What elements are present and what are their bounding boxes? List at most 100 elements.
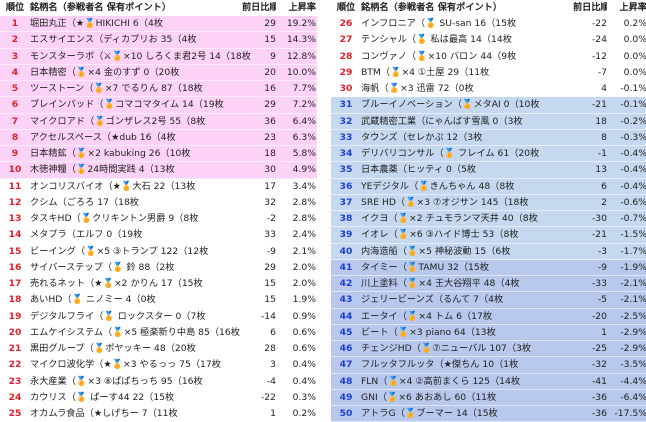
table-row: 11 オンコリスバイオ（★🏅大石 22（13枚 17 3.4%: [0, 178, 317, 195]
stock-name-cell: クシム（ごろろ 17（18枚: [30, 196, 139, 208]
rise-rate-cell: 0.0%: [623, 50, 646, 62]
stock-name-cell: SRE HD（🏅×3 ⑦オジサン 145（18枚: [361, 196, 529, 208]
rise-rate-cell: -0.4%: [620, 148, 646, 159]
table-row: 18 あいHD（🏅 ニノミー 4（0枚 15 1.9%: [0, 292, 317, 309]
stock-name-cell: マイクロアド（🏅ゴンザレス2号 55（8枚: [30, 115, 206, 127]
prev-rank-cell: 4: [601, 83, 607, 94]
rank-cell: 13: [8, 213, 22, 224]
rank-cell: 9: [11, 148, 19, 159]
rise-rate-cell: 0.6%: [292, 326, 316, 338]
stock-name-cell: メタプラ（エルフ 0（19枚: [30, 229, 143, 241]
header-prev: 前日比順位: [242, 2, 276, 13]
stock-name-cell: 川上塗料（🏅×4 王大谷翔平 48（4枚: [361, 278, 520, 289]
prev-rank-cell: -36: [591, 391, 607, 403]
rise-rate-cell: -1.9%: [620, 261, 646, 273]
stock-name-cell: ツーストーン（🏅×7 でるりん 87（18枚: [30, 83, 203, 94]
rank-cell: 37: [339, 196, 353, 208]
rank-cell: 4: [11, 66, 19, 78]
prev-rank-cell: -33: [591, 278, 607, 289]
table-row: 16 サイバーステップ（🏅 鈴 88（2枚 29 2.0%: [0, 259, 317, 276]
rank-cell: 43: [339, 294, 353, 306]
rise-rate-cell: -0.1%: [620, 99, 646, 111]
prev-rank-cell: 15: [264, 294, 276, 306]
stock-name-cell: あいHD（🏅 ニノミー 4（0枚: [30, 294, 156, 306]
stock-name-cell: 永大産業（🏅×3 ⑧ぱぱちっち 95（16枚: [30, 375, 203, 387]
stock-name-cell: BTM（🏅×4 ①土屋 29（11枚: [361, 66, 490, 78]
table-row: 45 ビート（🏅×3 piano 64（13枚 1 -2.9%: [331, 324, 646, 341]
rise-rate-cell: 0.3%: [292, 391, 316, 403]
rise-rate-cell: 0.2%: [623, 18, 646, 29]
stock-name-cell: インフロニア（🏅 SU-san 16（15枚: [361, 18, 517, 29]
stock-name-cell: 内海造船（🏅×5 神秘波動 15（6枚: [361, 245, 511, 257]
rise-rate-cell: -3.5%: [620, 359, 646, 371]
prev-rank-cell: -30: [591, 213, 607, 224]
prev-rank-cell: -9: [597, 261, 607, 273]
rows-left: 1 堀田丸正（★🏅HIKICHI 6（4枚 29 19.2% 2 エスサイエンス（ディカプ…: [0, 16, 317, 422]
table-row: 24 カウリス（🏅 ぱーす44 22（15枚 -22 0.3%: [0, 389, 317, 406]
table-row: 10 木徳神糧（🏅24時間実践 4（13枚 30 4.9%: [0, 162, 317, 179]
prev-rank-cell: -21: [591, 99, 607, 111]
prev-rank-cell: 30: [264, 164, 276, 176]
stock-name-cell: モンスターラボ（⚔🏅×10 しろくま君2号 14（18枚: [30, 50, 251, 62]
prev-rank-cell: -1: [597, 148, 607, 159]
rise-rate-cell: -2.9%: [620, 326, 646, 338]
rank-cell: 41: [339, 261, 353, 273]
stock-name-cell: テンシャル（🏅 私は最高 14（14枚: [361, 34, 512, 46]
rank-cell: 20: [8, 326, 22, 338]
rank-cell: 24: [8, 391, 22, 403]
prev-rank-cell: 3: [270, 359, 276, 371]
stock-name-cell: マイクロ波化学（★🏅×3 やるっっ 75（17枚: [30, 359, 221, 371]
table-row: 29 BTM（🏅×4 ①土屋 29（11枚 -7 0.0%: [331, 64, 646, 81]
stock-name-cell: 木徳神糧（🏅24時間実践 4（13枚: [30, 164, 175, 176]
table-row: 49 GNI（🏅×6 あおあし 60（11枚 -36 -6.4%: [331, 389, 646, 406]
prev-rank-cell: -41: [591, 375, 607, 387]
table-row: 19 デジタルフライ（🏅 ロックスター 0（7枚 -14 0.9%: [0, 308, 317, 325]
prev-rank-cell: 17: [264, 180, 276, 192]
prev-rank-cell: -7: [597, 66, 607, 78]
stock-name-cell: サイバーステップ（🏅 鈴 88（2枚: [30, 261, 175, 273]
rank-cell: 31: [339, 99, 353, 111]
rise-rate-cell: -0.4%: [620, 180, 646, 192]
rise-rate-cell: 7.2%: [292, 99, 316, 111]
header-prev: 前日比順位: [573, 2, 607, 13]
rank-cell: 16: [8, 261, 22, 273]
rank-cell: 36: [339, 180, 353, 192]
rise-rate-cell: 2.8%: [292, 196, 316, 208]
table-row: 25 オカムラ食品（★しげちー 7（11枚 1 0.2%: [0, 406, 317, 422]
stock-name-cell: デリバリコンサル（🏅 フレイム 61（20枚: [361, 148, 540, 159]
table-row: 9 日本精鉱（🏅×2 kabuking 26（10枚 18 5.8%: [0, 146, 317, 163]
prev-rank-cell: 15: [264, 34, 276, 46]
table-row: 1 堀田丸正（★🏅HIKICHI 6（4枚 29 19.2%: [0, 16, 317, 33]
rank-cell: 2: [11, 34, 19, 46]
table-row: 26 インフロニア（🏅 SU-san 16（15枚 -22 0.2%: [331, 16, 646, 33]
prev-rank-cell: 29: [264, 18, 276, 29]
prev-rank-cell: -36: [591, 408, 607, 419]
rise-rate-cell: -2.1%: [620, 278, 646, 289]
rank-cell: 34: [339, 148, 353, 159]
table-row: 15 ビーイング（🏅×5 ③トランプ 122（12枚 -9 2.1%: [0, 243, 317, 260]
stock-name-cell: アトラG（🏅ブーマー 14（15枚: [361, 408, 498, 419]
stock-name-cell: アクセルスペース（★dub 16（4枚: [30, 131, 176, 143]
rise-rate-cell: 2.1%: [292, 245, 316, 257]
rank-cell: 25: [8, 408, 22, 419]
rise-rate-cell: 2.0%: [292, 261, 316, 273]
rise-rate-cell: -4.4%: [620, 375, 646, 387]
rank-cell: 27: [339, 34, 353, 46]
table-row: 37 SRE HD（🏅×3 ⑦オジサン 145（18枚 2 -0.6%: [331, 194, 646, 211]
header-name: 銘柄名（参戦者名 保有ポイント）: [30, 2, 172, 13]
prev-rank-cell: -22: [591, 18, 607, 29]
rank-cell: 30: [339, 83, 353, 94]
rise-rate-cell: 12.8%: [286, 50, 316, 62]
table-row: 3 モンスターラボ（⚔🏅×10 しろくま君2号 14（18枚 9 12.8%: [0, 48, 317, 65]
rank-cell: 6: [11, 99, 19, 111]
prev-rank-cell: 8: [601, 131, 607, 143]
rise-rate-cell: 5.8%: [292, 148, 316, 159]
prev-rank-cell: -24: [591, 34, 607, 46]
rise-rate-cell: 7.7%: [292, 83, 316, 94]
prev-rank-cell: 23: [264, 131, 276, 143]
rank-cell: 33: [339, 131, 353, 143]
rise-rate-cell: -6.4%: [620, 391, 646, 403]
rank-cell: 8: [11, 131, 19, 143]
rank-cell: 15: [8, 245, 22, 257]
rank-cell: 46: [339, 343, 353, 354]
